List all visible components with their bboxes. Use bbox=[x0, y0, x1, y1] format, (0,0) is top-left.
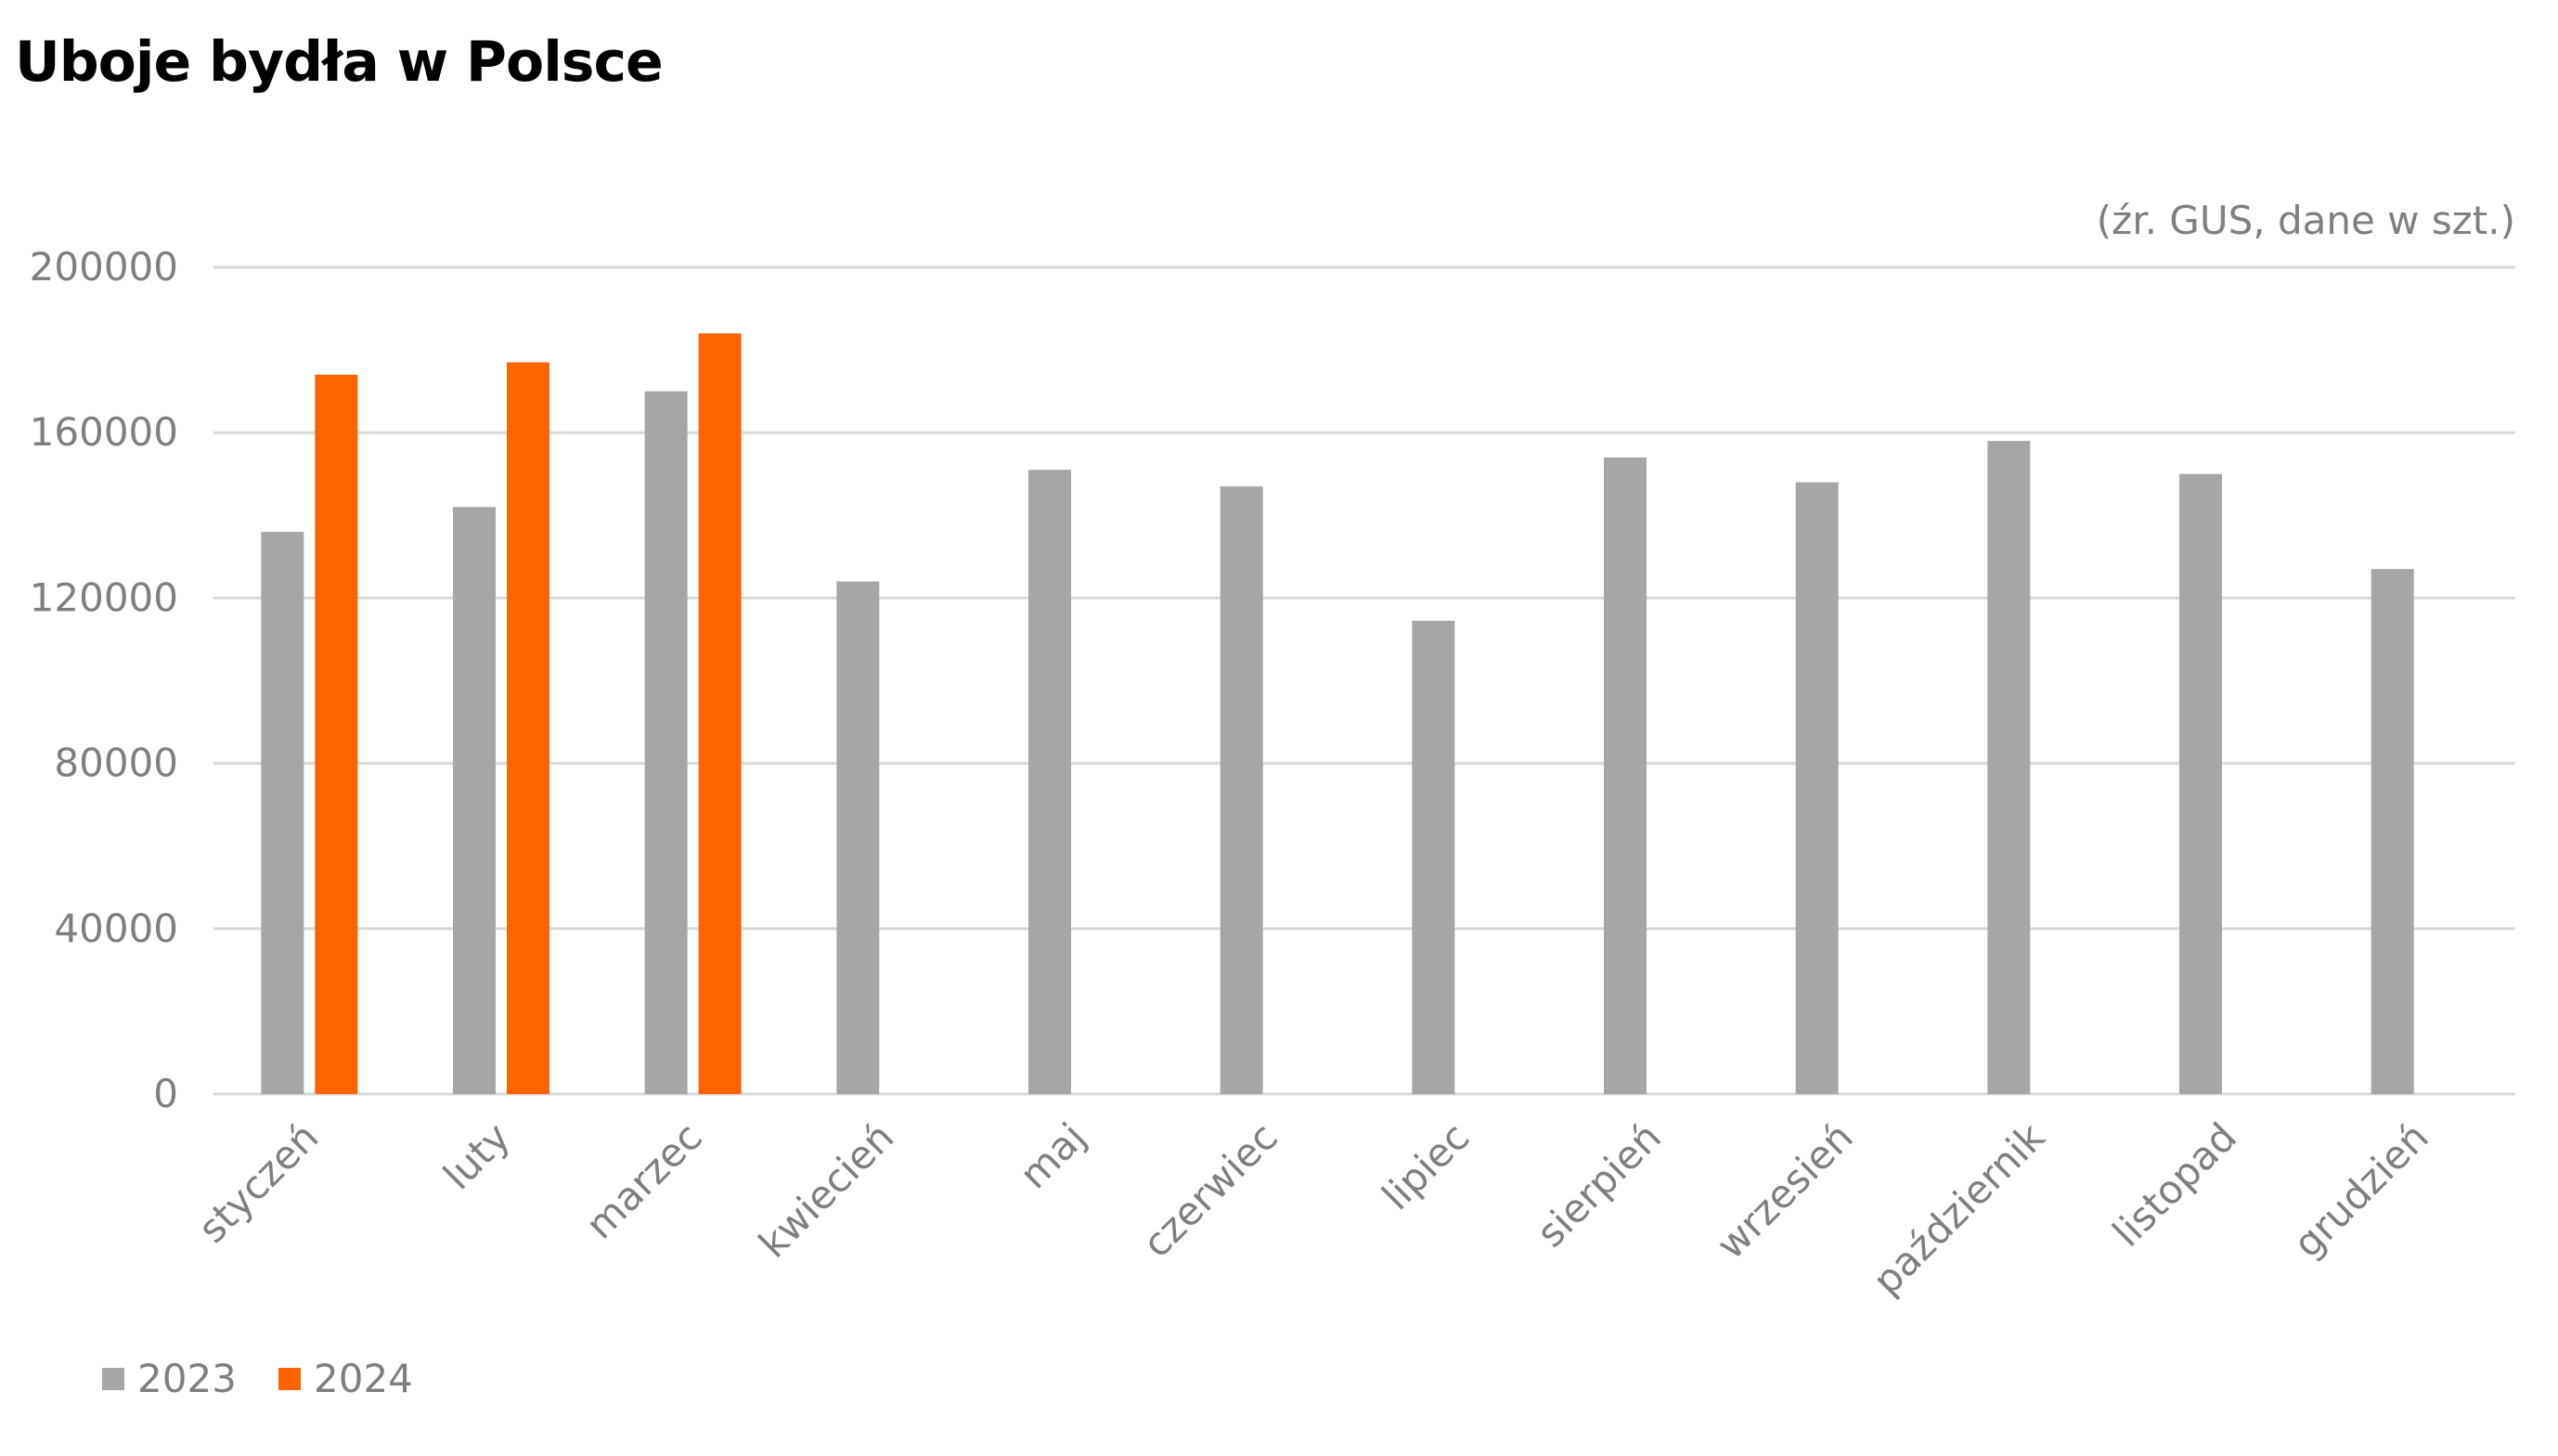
x-axis-ticks: styczeń luty marzec kwiecień maj czerwiec lipi… bbox=[189, 1114, 2437, 1304]
source-note: (źr. GUS, dane w szt.) bbox=[2097, 198, 2515, 243]
y-tick-label: 0 bbox=[153, 1071, 178, 1116]
bar-2023-sierpień bbox=[1604, 457, 1647, 1094]
legend-swatch-2023 bbox=[102, 1368, 124, 1390]
y-axis-ticks: 0 40000 80000 120000 160000 200000 bbox=[30, 244, 178, 1116]
bar-2023-marzec bbox=[644, 391, 688, 1094]
bar-2023-kwiecień bbox=[836, 581, 880, 1094]
category-label: kwiecień bbox=[750, 1114, 902, 1266]
bar-2023-grudzień bbox=[2371, 569, 2414, 1094]
bar-2023-czerwiec bbox=[1220, 486, 1263, 1094]
legend-label: 2023 bbox=[137, 1356, 237, 1401]
chart-title: Uboje bydła w Polsce bbox=[15, 30, 664, 95]
category-label: sierpień bbox=[1528, 1114, 1670, 1256]
gridlines bbox=[213, 265, 2515, 1096]
category-label: czerwiec bbox=[1134, 1114, 1286, 1266]
category-label: luty bbox=[434, 1114, 519, 1198]
bar-2024-marzec bbox=[698, 333, 742, 1094]
legend-label: 2024 bbox=[314, 1356, 413, 1401]
category-label: marzec bbox=[577, 1114, 711, 1247]
bar-2023-styczeń bbox=[261, 532, 304, 1094]
bars bbox=[261, 333, 2414, 1095]
bar-2023-luty bbox=[453, 507, 496, 1094]
bar-2023-wrzesień bbox=[1795, 482, 1839, 1094]
bar-2023-październik bbox=[1987, 441, 2031, 1094]
bar-2023-listopad bbox=[2179, 473, 2222, 1094]
bar-2024-luty bbox=[507, 362, 549, 1095]
category-label: grudzień bbox=[2284, 1114, 2436, 1266]
category-label: maj bbox=[1011, 1114, 1094, 1197]
legend-swatch-2024 bbox=[278, 1368, 301, 1390]
bar-2023-lipiec bbox=[1412, 620, 1455, 1094]
y-tick-label: 160000 bbox=[30, 409, 178, 455]
category-label: listopad bbox=[2104, 1114, 2245, 1255]
y-tick-label: 120000 bbox=[30, 574, 178, 620]
y-tick-label: 40000 bbox=[54, 906, 178, 951]
y-tick-label: 200000 bbox=[30, 244, 178, 290]
bar-2024-styczeń bbox=[315, 374, 358, 1095]
category-label: wrzesień bbox=[1708, 1114, 1862, 1268]
category-label: lipiec bbox=[1374, 1114, 1479, 1218]
category-label: styczeń bbox=[189, 1114, 327, 1251]
y-tick-label: 80000 bbox=[54, 741, 178, 786]
category-label: październik bbox=[1864, 1114, 2054, 1304]
legend: 2023 2024 bbox=[102, 1356, 413, 1401]
bar-2023-maj bbox=[1028, 470, 1071, 1094]
